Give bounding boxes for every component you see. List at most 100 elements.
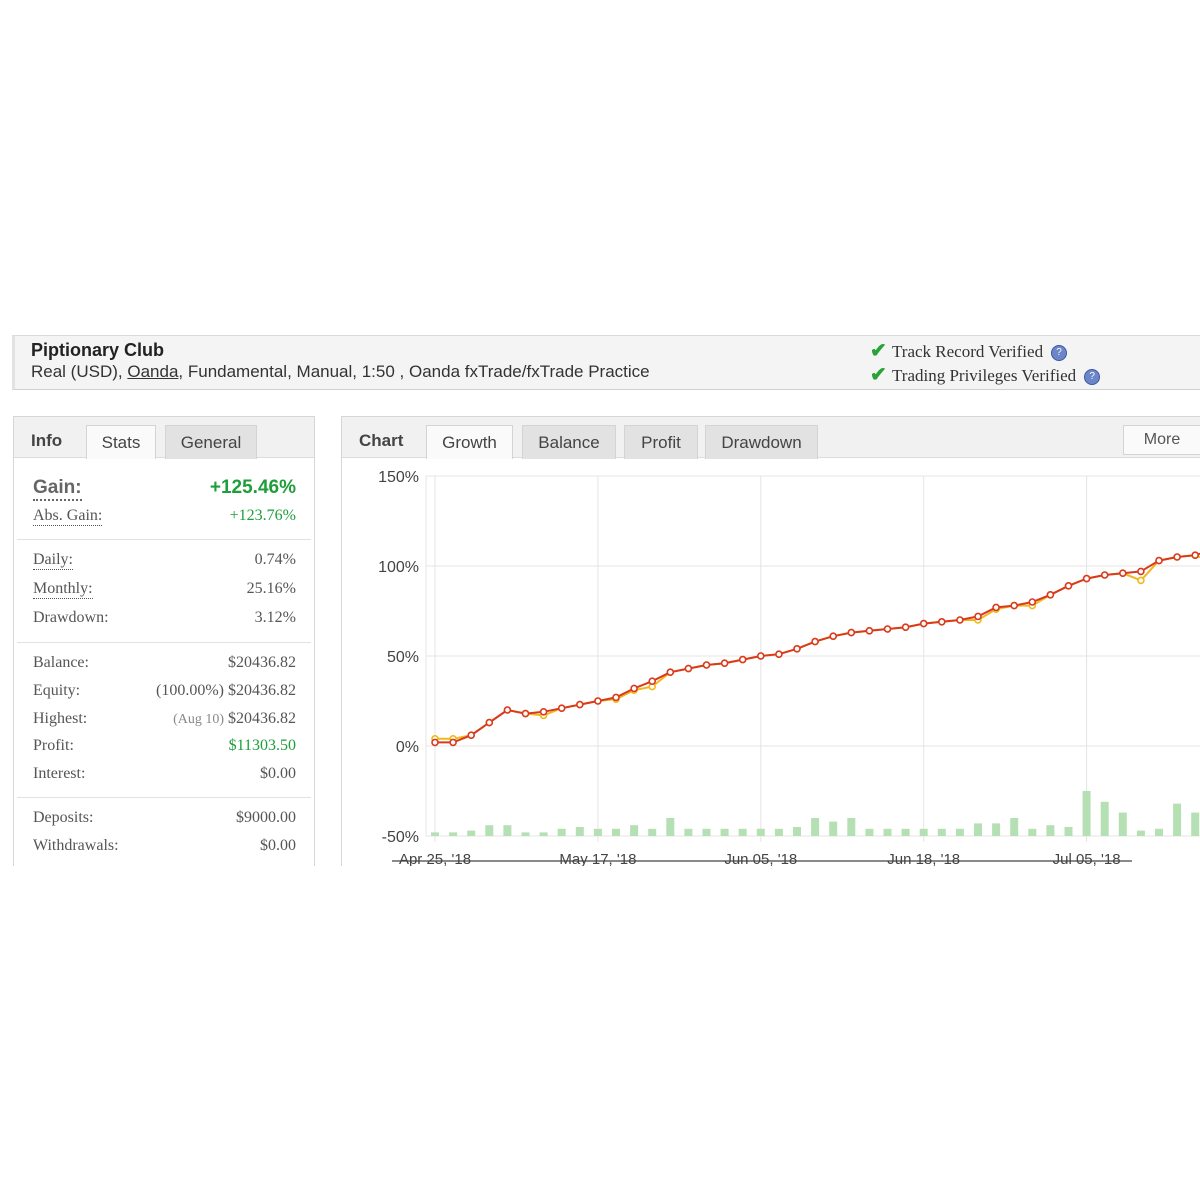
info-heading: Info bbox=[31, 431, 63, 450]
deposits-label: Deposits: bbox=[33, 809, 94, 826]
verify-label: Track Record Verified bbox=[892, 342, 1044, 361]
balance-label: Balance: bbox=[33, 654, 89, 671]
growth-point bbox=[937, 618, 946, 626]
growth-point bbox=[557, 704, 566, 713]
bar bbox=[503, 825, 512, 836]
growth-point bbox=[1100, 571, 1109, 579]
y-tick-label: 50% bbox=[387, 649, 419, 666]
account-header: Piptionary Club Real (USD), Oanda, Funda… bbox=[12, 335, 1200, 390]
help-icon[interactable]: ? bbox=[1051, 345, 1068, 362]
abs-gain-value: +123.76% bbox=[229, 507, 296, 524]
verify-label: Trading Privileges Verified bbox=[892, 366, 1077, 385]
withdrawals-label: Withdrawals: bbox=[33, 837, 119, 854]
x-tick-label: Jul 05, '18 bbox=[1053, 851, 1121, 866]
chart-tab-bar: Chart Growth Balance Profit Drawdown Mor… bbox=[342, 417, 1200, 459]
bar bbox=[648, 828, 657, 836]
highest-value: $20436.82 bbox=[228, 710, 296, 727]
bar bbox=[992, 823, 1001, 836]
growth-point bbox=[467, 731, 475, 740]
bar bbox=[774, 828, 783, 836]
bar bbox=[847, 818, 856, 836]
growth-point bbox=[919, 619, 928, 628]
broker-link[interactable]: Oanda bbox=[127, 362, 179, 381]
chart-panel: Chart Growth Balance Profit Drawdown Mor… bbox=[341, 416, 1200, 866]
bar bbox=[811, 818, 820, 836]
growth-point bbox=[630, 684, 638, 693]
bar bbox=[919, 828, 928, 836]
growth-point bbox=[756, 652, 765, 660]
growth-point bbox=[811, 637, 819, 646]
growth-point bbox=[974, 612, 982, 621]
bar bbox=[1118, 812, 1127, 836]
growth-point bbox=[1137, 567, 1145, 576]
bar bbox=[756, 828, 765, 836]
tab-balance[interactable]: Balance bbox=[522, 425, 616, 459]
growth-point bbox=[865, 627, 874, 635]
tab-drawdown[interactable]: Drawdown bbox=[705, 425, 818, 459]
bar bbox=[974, 823, 982, 836]
bar bbox=[883, 828, 892, 836]
divider bbox=[17, 797, 311, 798]
bar bbox=[937, 828, 946, 836]
x-tick-label: Apr 25, '18 bbox=[399, 851, 471, 866]
interest-label: Interest: bbox=[33, 765, 86, 782]
bar bbox=[1155, 828, 1163, 836]
daily-label: Daily: bbox=[33, 551, 73, 570]
bar bbox=[1028, 828, 1037, 836]
bar bbox=[738, 828, 747, 836]
tab-growth[interactable]: Growth bbox=[426, 425, 513, 459]
more-button[interactable]: More bbox=[1123, 425, 1200, 455]
bar bbox=[557, 828, 566, 836]
abs-gain-label: Abs. Gain: bbox=[33, 507, 103, 526]
bar bbox=[1082, 791, 1091, 836]
growth-point bbox=[1191, 551, 1200, 559]
growth-point bbox=[485, 718, 494, 727]
x-tick-label: May 17, '18 bbox=[559, 851, 636, 866]
account-details: , Fundamental, Manual, 1:50 , Oanda fxTr… bbox=[178, 362, 650, 381]
account-name: Piptionary Club bbox=[31, 340, 165, 360]
y-tick-label: -50% bbox=[382, 829, 419, 846]
growth-point bbox=[449, 738, 457, 747]
x-tick-label: Jun 05, '18 bbox=[724, 851, 797, 866]
gain-label: Gain: bbox=[33, 477, 82, 501]
growth-point bbox=[648, 677, 657, 686]
growth-point bbox=[775, 650, 783, 658]
balance-value: $20436.82 bbox=[228, 654, 296, 671]
growth-point bbox=[539, 707, 548, 716]
growth-point bbox=[702, 661, 711, 669]
bar bbox=[666, 818, 675, 836]
gain-value: +125.46% bbox=[209, 477, 296, 498]
highest-date: (Aug 10) bbox=[173, 712, 224, 727]
growth-point bbox=[793, 645, 801, 653]
growth-point bbox=[738, 655, 747, 664]
tab-stats[interactable]: Stats bbox=[86, 425, 156, 459]
equity-percent: (100.00%) bbox=[156, 682, 224, 699]
growth-point bbox=[1046, 591, 1055, 599]
bar bbox=[630, 825, 639, 836]
bar bbox=[865, 828, 874, 836]
x-tick-label: Jun 18, '18 bbox=[887, 851, 960, 866]
bar bbox=[793, 827, 801, 836]
bar bbox=[1010, 818, 1019, 836]
bar bbox=[575, 827, 584, 836]
bar bbox=[1136, 830, 1145, 836]
help-icon[interactable]: ? bbox=[1084, 369, 1101, 386]
growth-point bbox=[1010, 601, 1019, 610]
profit-value: $11303.50 bbox=[228, 737, 296, 754]
growth-point bbox=[503, 706, 512, 714]
equity-point bbox=[1137, 576, 1145, 585]
track-record-verified: ✔ Track Record Verified? bbox=[870, 338, 1068, 363]
divider bbox=[17, 642, 311, 643]
bar bbox=[955, 828, 964, 836]
highest-label: Highest: bbox=[33, 710, 88, 727]
tab-general[interactable]: General bbox=[165, 425, 257, 459]
account-type: Real (USD), bbox=[31, 362, 128, 381]
bar bbox=[1064, 827, 1073, 836]
bar bbox=[1100, 801, 1109, 836]
divider bbox=[17, 539, 311, 540]
growth-point bbox=[576, 700, 584, 709]
tab-profit[interactable]: Profit bbox=[624, 425, 698, 459]
bar bbox=[467, 830, 476, 836]
stats-tab-bar: Info Stats General bbox=[14, 417, 314, 459]
bar bbox=[702, 828, 711, 836]
